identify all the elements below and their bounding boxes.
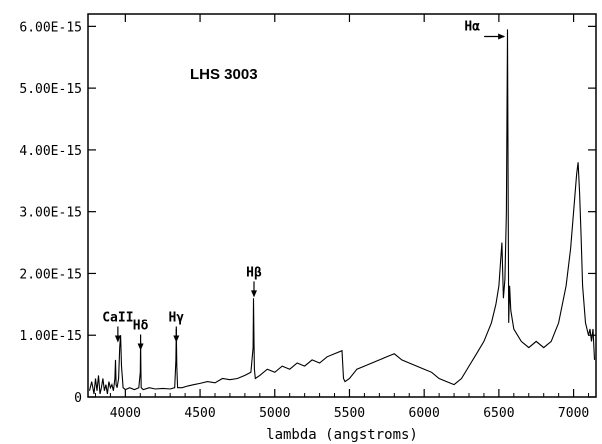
y-tick-label: 6.00E-15 [19,20,82,35]
x-axis: 4000 4500 5000 5500 6000 6500 7000 [94,14,589,421]
plot-frame [87,13,597,398]
spectrum-line [88,29,596,395]
x-tick-label: 6500 [483,406,514,421]
y-tick-label: 4.00E-15 [19,144,82,159]
x-tick-label: 4500 [184,406,215,421]
x-tick-label: 4000 [110,406,141,421]
x-tick-label: 5000 [259,406,290,421]
annotation-label: CaII [102,310,133,325]
annotation-label: Hγ [168,310,184,325]
annotation-arrowhead [498,33,506,40]
annotation-label: Hα [464,20,480,35]
annotation-label: Hδ [133,319,149,334]
y-tick-label: 5.00E-15 [19,82,82,97]
y-tick-label: 1.00E-15 [19,329,82,344]
annotation-arrowhead [114,335,121,343]
x-tick-label: 6000 [409,406,440,421]
y-tick-label: 2.00E-15 [19,267,82,282]
x-tick-label: 5500 [334,406,365,421]
annotation-label: Hβ [246,265,262,280]
y-axis: 0 1.00E-15 2.00E-15 3.00E-15 4.00E-15 5.00E-1… [19,20,596,406]
y-tick-label: 0 [74,391,82,406]
annotation-arrowhead [137,343,144,351]
x-tick-label: 7000 [558,406,589,421]
annotation-arrowhead [250,290,257,298]
x-axis-label: lambda (angstroms) [266,427,418,443]
annotation-arrowhead [173,335,180,343]
y-tick-label: 3.00E-15 [19,206,82,221]
chart-title: LHS 3003 [190,66,258,83]
